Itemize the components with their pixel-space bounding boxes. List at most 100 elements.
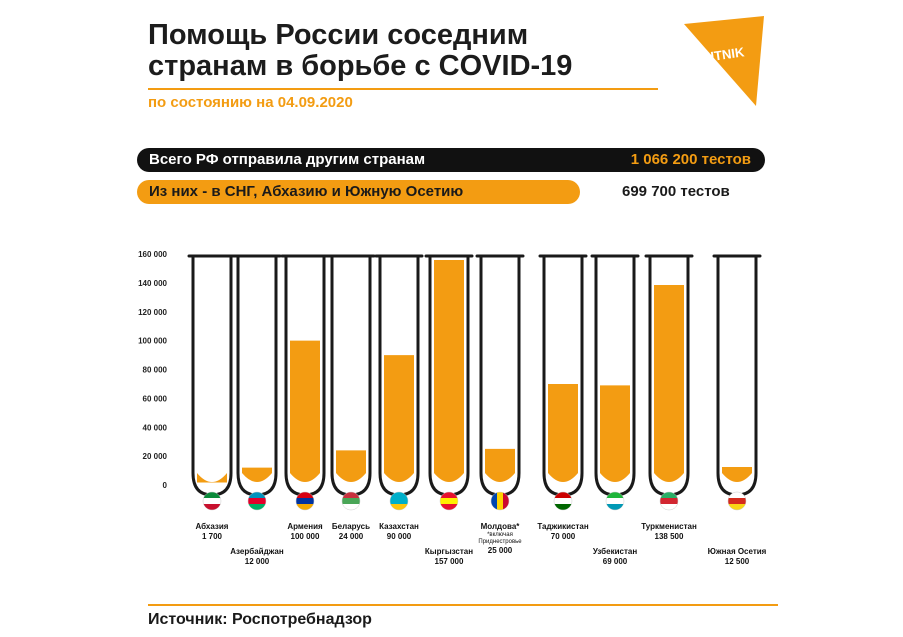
logo-triangle: [684, 16, 764, 106]
flag-kyrgyzstan-icon: [439, 491, 459, 511]
title-underline: [148, 88, 658, 90]
flag-border: [247, 491, 267, 511]
flag-stripe: [296, 504, 314, 510]
bar: [600, 385, 630, 482]
flag-border: [202, 491, 222, 511]
flag-tajikistan-icon: [553, 491, 573, 511]
data-label: 12 500: [725, 557, 750, 566]
source-text: Источник: Роспотребнадзор: [148, 611, 372, 628]
flag-stripe: [491, 492, 498, 510]
flag-border: [605, 491, 625, 511]
flag-moldova-icon: [490, 491, 510, 511]
flag-border: [553, 491, 573, 511]
flag-azerbaijan-icon: [247, 491, 267, 511]
test-tube-chart: 0 20 000 40 000 60 000 80 000 100 000 120 000 1…: [138, 250, 767, 566]
date-subtitle: по состоянию на 04.09.2020: [148, 94, 353, 111]
y-tick-label: 60 000: [143, 394, 168, 403]
flag-stripe: [440, 504, 458, 510]
flag-stripe: [554, 498, 572, 505]
data-label: 24 000: [339, 532, 364, 541]
total-value: 1 066 200 тестов: [630, 151, 751, 168]
category-label: Узбекистан: [593, 547, 637, 556]
flag-stripe: [660, 498, 678, 505]
data-label: 138 500: [655, 532, 684, 541]
flag-stripe: [554, 504, 572, 510]
flag-stripe: [248, 498, 266, 505]
y-tick-label: 140 000: [138, 279, 167, 288]
flag-stripe: [440, 492, 458, 499]
category-label: Южная Осетия: [708, 547, 767, 556]
category-note: *включая: [487, 532, 513, 538]
y-tick-label: 80 000: [143, 366, 168, 375]
category-label: Молдова*: [481, 522, 521, 531]
flag-stripe: [728, 492, 746, 499]
flag-stripe: [606, 492, 624, 499]
flag-stripe: [497, 492, 504, 510]
bar: [242, 467, 272, 482]
y-tick-label: 100 000: [138, 337, 167, 346]
flag-stripe: [203, 492, 221, 499]
flag-stripe: [203, 504, 221, 510]
flag-border: [659, 491, 679, 511]
cis-label: Из них - в СНГ, Абхазию и Южную Осетию: [149, 183, 464, 200]
title-line-1: Помощь России соседним: [148, 19, 529, 51]
flag-stripe: [342, 504, 360, 510]
bar: [384, 355, 414, 482]
data-label: 12 000: [245, 557, 270, 566]
flag-stripe: [203, 498, 221, 505]
data-label: 70 000: [551, 532, 576, 541]
flag-border: [490, 491, 510, 511]
total-tests-bar: Всего РФ отправила другим странам 1 066 …: [137, 148, 765, 172]
bar: [485, 448, 515, 482]
page-title: Помощь России соседним странам в борьбе …: [148, 20, 618, 82]
flag-stripe: [390, 492, 408, 499]
flag-stripe: [248, 492, 266, 499]
title-line-2: странам в борьбе с COVID-19: [148, 50, 573, 82]
flag-stripe: [728, 498, 746, 505]
y-tick-label: 120 000: [138, 308, 167, 317]
flag-stripe: [342, 498, 360, 505]
flag-kazakhstan-icon: [389, 491, 409, 511]
y-tick-label: 0: [163, 481, 168, 490]
flag-border: [389, 491, 409, 511]
flag-stripe: [342, 492, 360, 499]
category-label: Кыргызстан: [425, 547, 473, 556]
flag-abkhazia-icon: [202, 491, 222, 511]
test-tube: [716, 256, 758, 497]
bar: [197, 473, 227, 483]
sputnik-logo: SPUTNIK: [684, 16, 764, 106]
flag-stripe: [248, 504, 266, 510]
flag-border: [341, 491, 361, 511]
flag-belarus-icon: [341, 491, 361, 511]
test-tube: [236, 256, 278, 497]
bar: [434, 260, 464, 482]
flag-stripe: [606, 504, 624, 510]
y-tick-label: 160 000: [138, 250, 167, 259]
data-label: 100 000: [291, 532, 320, 541]
flag-armenia-icon: [295, 491, 315, 511]
data-label: 90 000: [387, 532, 412, 541]
category-label: Туркменистан: [641, 522, 697, 531]
flag-border: [439, 491, 459, 511]
test-tube: [191, 256, 233, 497]
data-label: 25 000: [488, 546, 513, 555]
flag-south-ossetia-icon: [727, 491, 747, 511]
category-label: Казахстан: [379, 522, 419, 531]
category-note: Приднестровье: [478, 539, 522, 545]
bar: [654, 285, 684, 482]
data-label: 69 000: [603, 557, 628, 566]
flag-stripe: [606, 498, 624, 505]
flag-border: [295, 491, 315, 511]
footer-rule: [148, 604, 778, 606]
category-label: Таджикистан: [537, 522, 589, 531]
flag-stripe: [390, 498, 408, 505]
total-label: Всего РФ отправила другим странам: [149, 151, 426, 168]
bar: [290, 340, 320, 482]
category-label: Азербайджан: [230, 547, 284, 556]
flag-stripe: [728, 504, 746, 510]
flag-stripe: [296, 492, 314, 499]
flag-border: [727, 491, 747, 511]
flag-stripe: [660, 504, 678, 510]
data-label: 1 700: [202, 532, 223, 541]
category-label: Армения: [287, 522, 323, 531]
